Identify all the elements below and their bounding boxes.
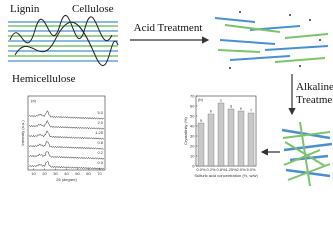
y-tick-label: 30 (190, 133, 195, 138)
charts: (a) 10 20 30 40 50 60 70 2θ (degree) Intensity (a… (20, 93, 258, 182)
xrd-curve (28, 160, 105, 170)
panel-label: (a) (31, 98, 37, 103)
y-tick-label: 60 (190, 103, 195, 108)
significance-letter: e (240, 106, 243, 111)
x-tick-label: 0.2% (206, 167, 216, 172)
bar (217, 102, 225, 167)
significance-letter: b (210, 109, 213, 114)
x-axis-label: 2θ (degree) (56, 177, 77, 182)
xrd-curve (28, 110, 105, 120)
x-tick-label: 20 (42, 171, 47, 176)
label-lignin: Lignin (10, 3, 40, 15)
curve-label: 5.0 (97, 110, 103, 115)
bar (247, 112, 255, 167)
acid-treated-illustration (214, 11, 329, 69)
xrd-curve (29, 119, 105, 130)
x-tick-label: 30 (53, 171, 58, 176)
x-tick-label: 10 (31, 171, 36, 176)
alkaline-treated-illustration (281, 121, 333, 187)
x-tick-label: 0.8% (216, 167, 226, 172)
x-tick-label: 2.0% (236, 167, 246, 172)
x-tick-label: 1.25% (225, 167, 237, 172)
significance-letter: a (200, 118, 203, 123)
xrd-curve (28, 140, 105, 150)
y-axis-label: Crystallinity (%) (183, 116, 188, 144)
label-alkaline: Alkaline (296, 81, 333, 93)
significance-letter: d (230, 104, 232, 109)
panel-label: (b) (198, 97, 204, 102)
bar (237, 110, 245, 167)
bar (207, 113, 215, 167)
y-tick-label: 0 (192, 163, 195, 168)
bar (227, 108, 235, 167)
x-tick-label: 70 (97, 171, 102, 176)
figure: Lignin Cellulose Hemicellulose Acid Trea… (8, 3, 333, 187)
x-tick-label: 50 (75, 171, 80, 176)
curve-label: 2.0 (97, 120, 103, 125)
y-tick-label: 50 (190, 113, 195, 118)
curve-label: 1.25 (95, 130, 104, 135)
y-tick-label: 70 (190, 93, 195, 98)
curve-label: 0.2 (97, 150, 103, 155)
xrd-curve (29, 151, 105, 160)
x-tick-label: 40 (64, 171, 69, 176)
curve-label: 0.8 (97, 140, 103, 145)
label-acid: Acid Treatment (134, 22, 203, 34)
y-axis-label: Intensity (a.u.) (20, 120, 25, 146)
significance-letter: c (220, 98, 222, 103)
y-tick-label: 40 (190, 123, 195, 128)
x-tick-label: 0.0% (196, 167, 206, 172)
lignocellulose-illustration (8, 15, 119, 66)
plot-frame (195, 95, 257, 167)
label-hemicellulose: Hemicellulose (12, 73, 76, 85)
significance-letter: f (250, 108, 252, 113)
label-alkaline: Treatment (296, 94, 333, 106)
plot-frame (27, 95, 106, 171)
x-tick-label: 5.0% (246, 167, 256, 172)
label-cellulose: Cellulose (72, 3, 114, 15)
xrd-curve (28, 130, 105, 140)
curve-label: 0.0 (97, 160, 103, 165)
bar (197, 122, 205, 167)
y-tick-label: 10 (190, 153, 195, 158)
x-axis-label: Sulfuric acid concentration (%, w/w) (194, 173, 258, 178)
x-tick-label: 60 (86, 171, 91, 176)
y-tick-label: 20 (190, 143, 195, 148)
